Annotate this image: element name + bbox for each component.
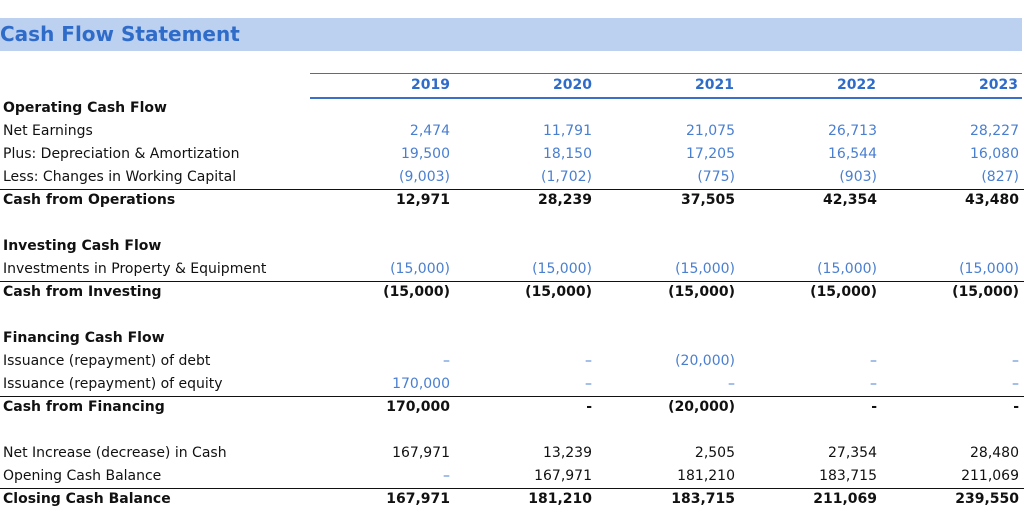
cell-2020[interactable]: (15,000) [532,261,592,277]
cell-2020[interactable]: - [586,399,592,415]
row-label: Net Earnings [3,123,93,139]
cell-2020[interactable]: 13,239 [543,445,592,461]
cell-2020[interactable]: – [585,376,592,392]
section-label: Investing Cash Flow [3,238,162,254]
row-label: Issuance (repayment) of equity [3,376,223,392]
cell-2021[interactable]: 2,505 [694,445,735,461]
cell-2022[interactable]: 16,544 [828,146,877,162]
cell-2022[interactable]: – [870,376,877,392]
year-header-2020: 2020 [553,77,592,93]
section-label: Financing Cash Flow [3,330,165,346]
cell-2019[interactable]: – [443,468,450,484]
cell-2021[interactable]: 21,075 [686,123,735,139]
cell-2019[interactable]: 19,500 [401,146,450,162]
cell-2020[interactable]: 28,239 [537,192,592,208]
cell-2023[interactable]: (15,000) [952,284,1019,300]
cell-2021[interactable]: 37,505 [680,192,735,208]
cell-2021[interactable]: 183,715 [671,491,735,507]
cell-2020[interactable]: – [585,353,592,369]
row-label: Plus: Depreciation & Amortization [3,146,240,162]
row-label: Closing Cash Balance [3,491,171,507]
cell-2022[interactable]: (15,000) [810,284,877,300]
cell-2021[interactable]: 17,205 [686,146,735,162]
section-header-investing: Investing Cash Flow [0,236,1024,259]
cell-2019[interactable]: 167,971 [392,445,450,461]
cell-2023[interactable]: – [1012,353,1019,369]
cell-2021[interactable]: (20,000) [668,399,735,415]
cell-2021[interactable]: 181,210 [677,468,735,484]
cell-2023[interactable]: 28,480 [970,445,1019,461]
cell-2023[interactable]: 211,069 [961,468,1019,484]
cell-2023[interactable]: 239,550 [955,491,1019,507]
year-header-2022: 2022 [837,77,876,93]
cell-2022[interactable]: (903) [839,169,877,185]
page-title: Cash Flow Statement [0,22,240,46]
row-net-increase: Net Increase (decrease) in Cash 167,971 … [0,443,1024,466]
cell-2022[interactable]: (15,000) [817,261,877,277]
section-header-operating: Operating Cash Flow [0,98,1024,121]
cell-2019[interactable]: 2,474 [409,123,450,139]
cell-2023[interactable]: 16,080 [970,146,1019,162]
row-cash-from-operations: Cash from Operations 12,971 28,239 37,50… [0,189,1024,212]
cell-2020[interactable]: 18,150 [543,146,592,162]
cell-2020[interactable]: 181,210 [528,491,592,507]
cell-2021[interactable]: – [728,376,735,392]
cell-2022[interactable]: 211,069 [813,491,877,507]
row-label: Cash from Operations [3,192,176,208]
cell-2023[interactable]: 28,227 [970,123,1019,139]
cell-2022[interactable]: 26,713 [828,123,877,139]
row-depreciation: Plus: Depreciation & Amortization 19,500… [0,144,1024,167]
row-closing-cash: Closing Cash Balance 167,971 181,210 183… [0,488,1024,511]
cell-2023[interactable]: (827) [981,169,1019,185]
year-header-2021: 2021 [695,77,734,93]
cell-2019[interactable]: (15,000) [390,261,450,277]
cell-2020[interactable]: (15,000) [525,284,592,300]
cell-2023[interactable]: (15,000) [959,261,1019,277]
cell-2022[interactable]: 42,354 [822,192,877,208]
row-label: Less: Changes in Working Capital [3,169,237,185]
cell-2021[interactable]: (15,000) [668,284,735,300]
cell-2019[interactable]: 167,971 [386,491,450,507]
cell-2021[interactable]: (20,000) [675,353,735,369]
cell-2019[interactable]: (9,003) [398,169,450,185]
row-label: Opening Cash Balance [3,468,162,484]
year-header-2019: 2019 [411,77,450,93]
cell-2020[interactable]: 167,971 [534,468,592,484]
title-bar: Cash Flow Statement [0,18,1022,51]
cell-2020[interactable]: 11,791 [543,123,592,139]
row-working-capital: Less: Changes in Working Capital (9,003)… [0,167,1024,190]
cell-2021[interactable]: (15,000) [675,261,735,277]
cell-2022[interactable]: 27,354 [828,445,877,461]
cell-2023[interactable]: - [1013,399,1019,415]
row-investments-ppe: Investments in Property & Equipment (15,… [0,259,1024,282]
row-label: Investments in Property & Equipment [3,261,267,277]
row-label: Cash from Financing [3,399,165,415]
year-header-top-rule [310,73,1022,74]
cell-2019[interactable]: (15,000) [383,284,450,300]
row-equity-issuance: Issuance (repayment) of equity 170,000 –… [0,374,1024,397]
row-opening-cash: Opening Cash Balance – 167,971 181,210 1… [0,466,1024,489]
row-cash-from-investing: Cash from Investing (15,000) (15,000) (1… [0,281,1024,304]
row-debt-issuance: Issuance (repayment) of debt – – (20,000… [0,351,1024,374]
row-label: Net Increase (decrease) in Cash [3,445,227,461]
section-label: Operating Cash Flow [3,100,167,116]
cell-2021[interactable]: (775) [697,169,735,185]
row-cash-from-financing: Cash from Financing 170,000 - (20,000) -… [0,396,1024,419]
year-header-2023: 2023 [979,77,1018,93]
section-header-financing: Financing Cash Flow [0,328,1024,351]
cell-2023[interactable]: – [1012,376,1019,392]
cell-2019[interactable]: 12,971 [395,192,450,208]
year-header-bottom-rule [310,97,1022,99]
cell-2022[interactable]: – [870,353,877,369]
row-net-earnings: Net Earnings 2,474 11,791 21,075 26,713 … [0,121,1024,144]
cell-2022[interactable]: - [871,399,877,415]
cell-2019[interactable]: – [443,353,450,369]
cell-2019[interactable]: 170,000 [386,399,450,415]
cell-2023[interactable]: 43,480 [964,192,1019,208]
row-label: Cash from Investing [3,284,162,300]
cell-2019[interactable]: 170,000 [392,376,450,392]
cell-2022[interactable]: 183,715 [819,468,877,484]
row-label: Issuance (repayment) of debt [3,353,211,369]
cell-2020[interactable]: (1,702) [540,169,592,185]
